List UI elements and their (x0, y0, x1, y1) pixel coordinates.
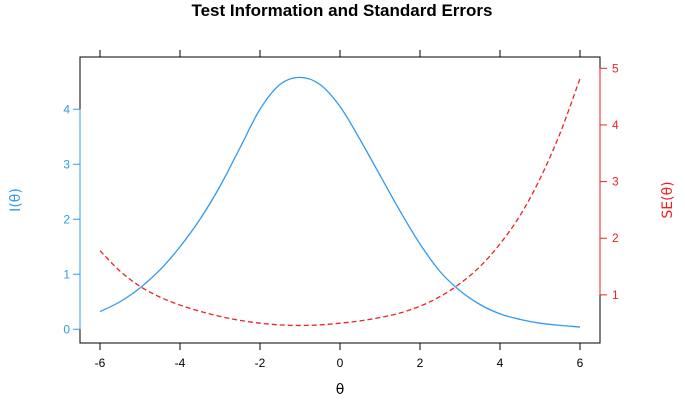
x-tick-label: 0 (337, 356, 344, 370)
x-axis-label: θ (336, 382, 345, 398)
x-tick-label: 6 (577, 356, 584, 370)
y-axis-right-label: SE(θ) (660, 181, 676, 218)
y-left-tick-label: 4 (63, 102, 70, 116)
x-tick-label: 4 (497, 356, 504, 370)
top-axis-ticks (99, 50, 581, 58)
y-right-tick-label: 2 (612, 231, 619, 245)
x-tick-label: -4 (175, 356, 186, 370)
information-curve (99, 76, 581, 328)
y-axis-left-label: I(θ) (8, 188, 24, 212)
y-left-tick-label: 0 (63, 322, 70, 336)
plot-box (79, 56, 601, 344)
y-left-tick-label: 3 (63, 157, 70, 171)
x-tick-label: 2 (417, 356, 424, 370)
chart-title: Test Information and Standard Errors (191, 1, 492, 20)
standard-error-curve (99, 78, 581, 327)
y-right-tick-label: 1 (612, 288, 619, 302)
y-left-tick-label: 1 (63, 267, 70, 281)
y-axis-right: 1 2 3 4 5 (599, 61, 619, 302)
y-left-tick-label: 2 (63, 212, 70, 226)
series-group (99, 76, 581, 328)
y-right-tick-label: 5 (612, 61, 619, 75)
x-tick-label: -2 (255, 356, 266, 370)
y-right-tick-label: 4 (612, 118, 619, 132)
y-right-tick-label: 3 (612, 175, 619, 189)
x-axis: -6 -4 -2 0 2 4 6 (95, 342, 584, 370)
y-axis-left: 0 1 2 3 4 (63, 102, 81, 336)
x-tick-label: -6 (95, 356, 106, 370)
